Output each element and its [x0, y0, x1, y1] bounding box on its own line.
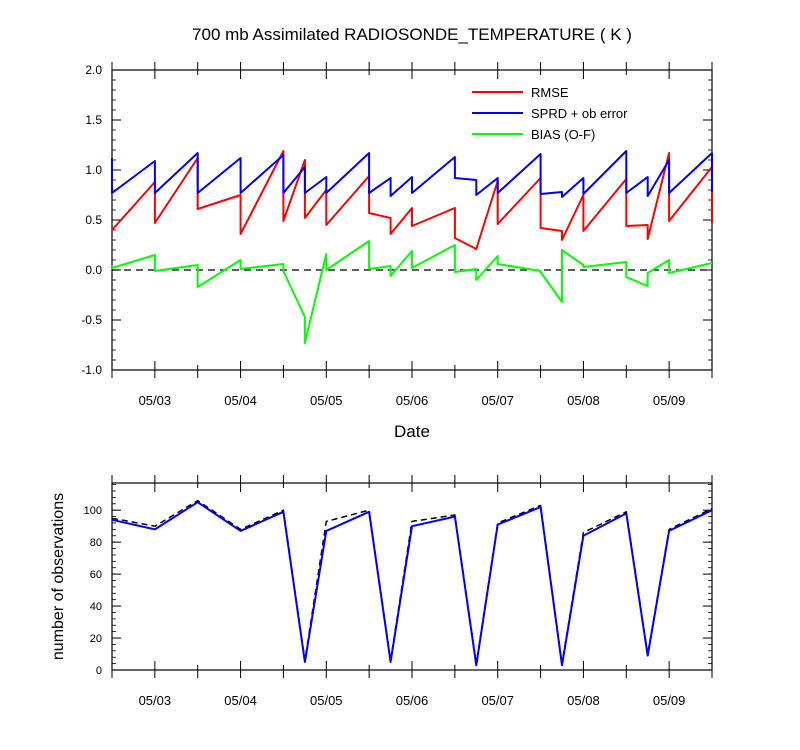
- series-line-rmse: [111, 150, 713, 250]
- y-tick-label: 0: [96, 665, 102, 677]
- y-tick-label: 40: [90, 601, 102, 613]
- x-tick-label: 05/04: [224, 393, 257, 408]
- x-tick-label: 05/09: [653, 393, 686, 408]
- series-line-bias-o-f-: [111, 240, 713, 344]
- plot-frame-1: [111, 482, 713, 671]
- y-tick-label: 1.0: [85, 163, 102, 177]
- y-tick-label: -0.5: [81, 313, 102, 327]
- series-line-1-1: [111, 501, 713, 667]
- legend-label: RMSE: [531, 85, 569, 100]
- legend-label: BIAS (O-F): [531, 127, 595, 142]
- x-tick-label: 05/07: [481, 393, 514, 408]
- y-tick-label: 1.5: [85, 113, 102, 127]
- x-tick-label: 05/08: [567, 693, 600, 708]
- y-tick-label: 100: [84, 505, 102, 517]
- chart-title: 700 mb Assimilated RADIOSONDE_TEMPERATUR…: [192, 25, 632, 44]
- y-tick-label: 0.0: [85, 263, 102, 277]
- x-tick-label: 05/03: [139, 393, 172, 408]
- legend-label: SPRD + ob error: [531, 106, 628, 121]
- y-tick-label: 2.0: [85, 63, 102, 77]
- x-tick-label: 05/07: [481, 693, 514, 708]
- x-tick-label: 05/09: [653, 693, 686, 708]
- x-tick-label: 05/06: [396, 393, 429, 408]
- y-axis-label: number of observations: [50, 493, 67, 660]
- x-tick-label: 05/05: [310, 693, 343, 708]
- y-tick-label: 0.5: [85, 213, 102, 227]
- x-tick-label: 05/06: [396, 693, 429, 708]
- x-tick-label: 05/04: [224, 693, 257, 708]
- x-tick-label: 05/03: [139, 693, 172, 708]
- series-line-sprd-ob-error: [111, 150, 713, 198]
- series-line-1-0: [111, 499, 713, 665]
- y-tick-label: 20: [90, 633, 102, 645]
- x-tick-label: 05/05: [310, 393, 343, 408]
- x-tick-label: 05/08: [567, 393, 600, 408]
- y-tick-label: 80: [90, 537, 102, 549]
- y-tick-label: -1.0: [81, 363, 102, 377]
- x-axis-label: Date: [394, 422, 430, 441]
- y-tick-label: 60: [90, 569, 102, 581]
